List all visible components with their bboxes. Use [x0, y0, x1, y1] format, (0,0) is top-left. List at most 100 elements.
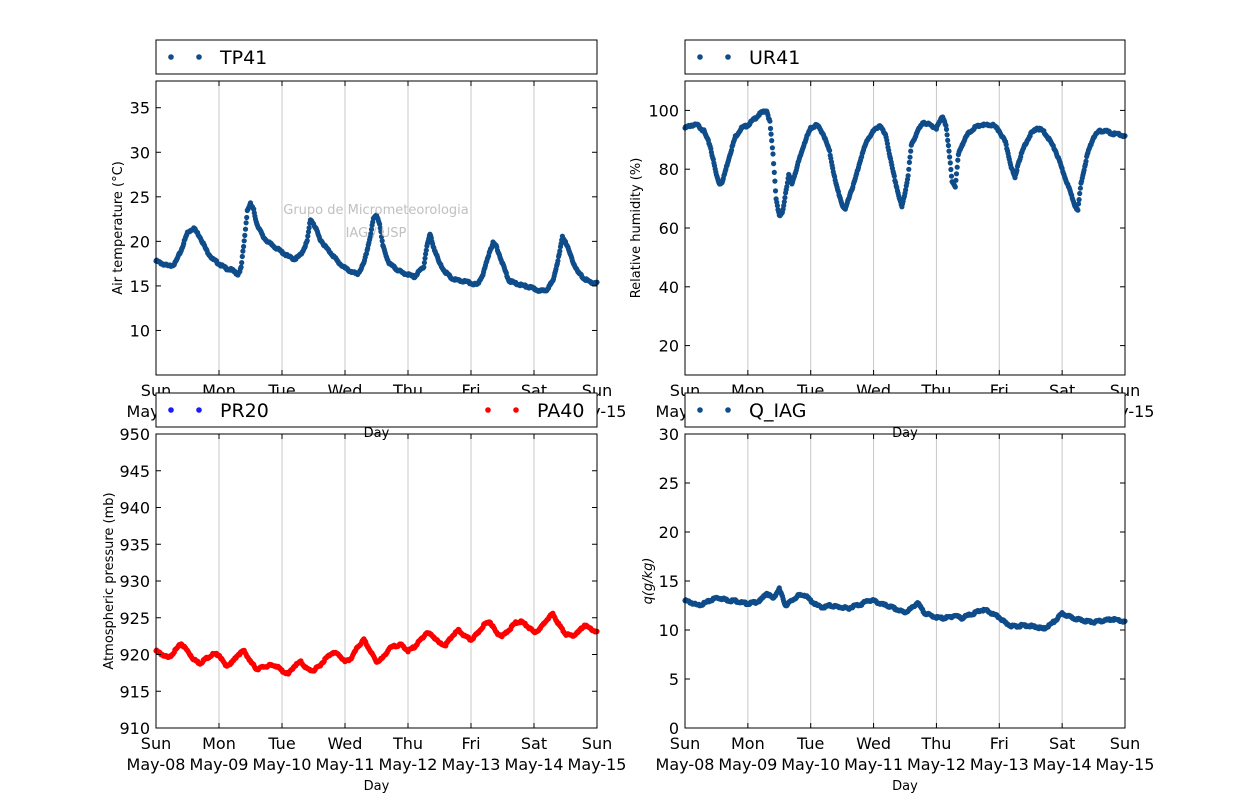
x-tick-date: May-10	[781, 755, 840, 774]
y-tick-label: 100	[648, 101, 679, 120]
data-point	[241, 238, 247, 244]
x-tick-day: Sun	[141, 734, 171, 753]
y-tick-label: 935	[119, 535, 150, 554]
data-point	[953, 171, 960, 177]
x-tick-date: May-11	[316, 755, 375, 774]
x-tick-day: Wed	[328, 734, 363, 753]
data-point	[379, 238, 385, 244]
y-tick-label: 80	[659, 160, 679, 179]
x-tick-day: Sat	[1049, 734, 1075, 753]
legend-marker	[196, 54, 202, 60]
y-tick-label: 30	[130, 143, 150, 162]
x-tick-date: May-09	[190, 755, 249, 774]
data-point	[555, 258, 561, 264]
y-tick-label: 40	[659, 278, 679, 297]
data-point	[305, 233, 311, 239]
data-point	[1014, 167, 1020, 173]
panel-2: 20406080100SunMay-08MonMay-09TueMay-10We…	[629, 80, 1154, 441]
legend-label: UR41	[749, 47, 800, 69]
data-point	[772, 178, 778, 184]
x-tick-day: Sat	[521, 734, 547, 753]
watermark-line-2: IAG / USP	[346, 226, 407, 241]
panel-3: 910 915 920 925 930 935 940 945 950 Sun May-08 Mon M…	[102, 425, 626, 794]
x-tick-date: May-14	[1033, 755, 1092, 774]
data-point	[772, 188, 779, 194]
x-tick-day: Thu	[920, 734, 951, 753]
series-UR41	[682, 108, 1128, 219]
data-point	[891, 173, 897, 179]
series-TP41	[153, 200, 600, 294]
x-tick-date: May-12	[379, 755, 438, 774]
x-tick-date: May-15	[1096, 755, 1155, 774]
x-tick-date: May-08	[656, 755, 715, 774]
data-point	[239, 260, 245, 266]
data-point	[945, 137, 951, 143]
data-point	[784, 184, 790, 190]
data-point	[827, 148, 833, 154]
y-tick-label: 15	[659, 572, 679, 591]
x-tick-day: Mon	[202, 734, 236, 753]
x-tick-day: Sun	[670, 734, 700, 753]
data-point	[903, 187, 909, 193]
legend-2: UR41	[684, 39, 1126, 75]
data-point	[557, 248, 563, 254]
data-point	[243, 220, 249, 226]
data-point	[377, 221, 383, 227]
x-tick-date: May-12	[907, 755, 966, 774]
legend-box	[155, 39, 598, 75]
data-point	[1075, 207, 1081, 213]
x-tick-date: May-10	[253, 755, 312, 774]
legend-label: PA40	[537, 400, 584, 422]
y-tick-label: 920	[119, 646, 150, 665]
data-point	[769, 138, 775, 144]
y-tick-label: 20	[659, 337, 679, 356]
data-point	[906, 166, 912, 172]
y-axis-label: Relative humidity (%)	[629, 158, 644, 299]
data-point	[378, 229, 384, 235]
y-tick-label: 60	[659, 219, 679, 238]
data-point	[774, 203, 781, 209]
axes-frame	[684, 433, 1126, 729]
data-point	[943, 126, 950, 132]
data-point	[422, 255, 428, 261]
y-tick-label: 915	[119, 682, 150, 701]
x-tick-day: Fri	[990, 734, 1009, 753]
data-point	[242, 232, 248, 238]
data-point	[1077, 185, 1083, 191]
data-point	[907, 154, 913, 160]
axes-frame	[155, 433, 598, 729]
data-point	[947, 154, 953, 160]
data-point	[908, 148, 914, 154]
legend-box	[155, 392, 598, 428]
data-point	[955, 157, 961, 163]
x-tick-date: May-14	[505, 755, 564, 774]
data-point	[767, 118, 773, 124]
data-point	[241, 243, 247, 250]
x-tick-date: May-11	[844, 755, 903, 774]
data-point	[242, 226, 249, 232]
y-tick-label: 925	[119, 609, 150, 628]
legend-marker	[168, 54, 174, 60]
y-tick-label: 35	[130, 99, 150, 118]
series-Q_IAG	[682, 585, 1128, 632]
legend-marker	[725, 407, 731, 413]
y-axis-label: Air temperature (°C)	[111, 161, 126, 295]
y-tick-label: 940	[119, 499, 150, 518]
series-PA40	[153, 610, 600, 677]
x-tick-date: May-08	[127, 755, 186, 774]
data-point	[304, 238, 310, 244]
legend-4: Q_IAG	[684, 392, 1126, 428]
x-tick-day: Fri	[461, 734, 480, 753]
legend-marker	[697, 54, 703, 60]
x-tick-date: May-09	[718, 755, 777, 774]
data-point	[305, 229, 312, 235]
y-tick-label: 25	[130, 188, 150, 207]
data-point	[368, 231, 374, 237]
y-tick-label: 15	[130, 277, 150, 296]
y-tick-label: 5	[669, 670, 679, 689]
data-point	[768, 131, 774, 137]
legend-box	[684, 39, 1126, 75]
data-point	[771, 161, 777, 167]
data-point	[306, 225, 312, 231]
y-axis-label: Atmospheric pressure (mb)	[102, 492, 117, 669]
